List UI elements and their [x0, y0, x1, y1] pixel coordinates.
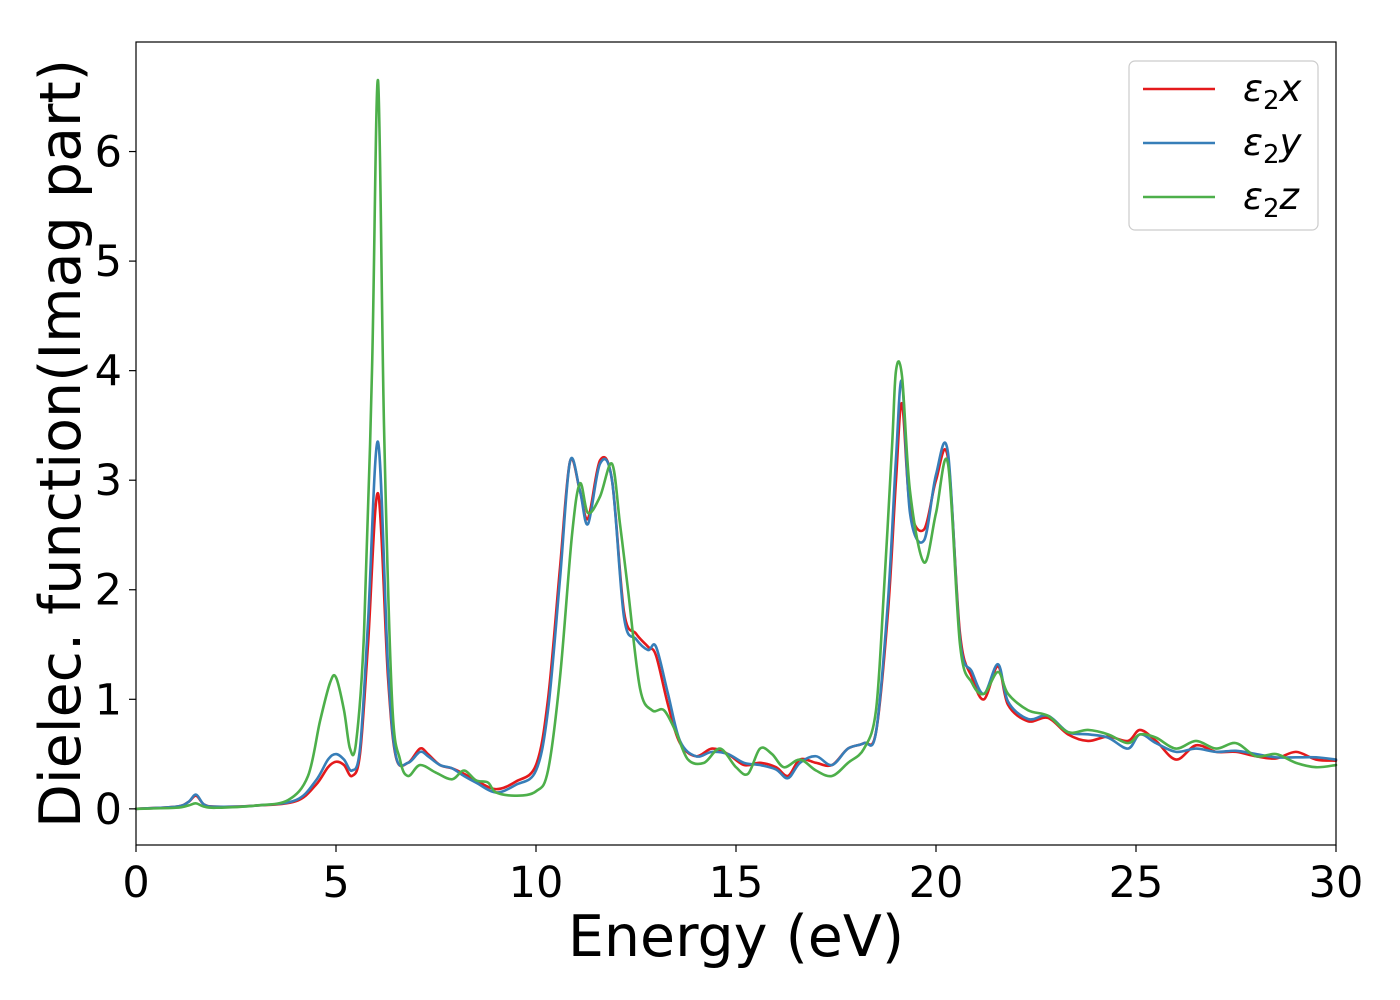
legend-label-y: ε2y	[1243, 121, 1303, 170]
x-tick-label: 0	[122, 858, 149, 908]
x-tick-label: 20	[909, 858, 964, 908]
y-tick-label: 3	[95, 456, 122, 506]
legend-label-z: ε2z	[1243, 175, 1301, 224]
x-tick-label: 25	[1109, 858, 1164, 908]
y-tick-label: 2	[95, 566, 122, 616]
y-tick-label: 1	[95, 675, 122, 725]
x-tick-label: 10	[509, 858, 564, 908]
y-axis-label: Dielec. function(Imag part)	[28, 59, 94, 828]
x-tick-label: 15	[709, 858, 764, 908]
legend-box	[1128, 60, 1319, 231]
y-ticks: 0 1 2 3 4 5 6	[95, 128, 136, 835]
series-layer	[134, 79, 1338, 811]
series-line-z	[134, 79, 1338, 811]
x-tick-label: 5	[322, 858, 349, 908]
y-tick-label: 0	[95, 785, 122, 835]
legend: ε2x ε2y ε2z	[1128, 60, 1319, 231]
y-tick-label: 6	[95, 128, 122, 178]
y-tick-label: 5	[95, 237, 122, 287]
y-tick-label: 4	[95, 347, 122, 397]
x-tick-label: 30	[1309, 858, 1364, 908]
x-ticks: 0 5 10 15 20 25 30	[122, 845, 1363, 908]
x-axis-label: Energy (eV)	[568, 904, 904, 970]
legend-label-x: ε2x	[1243, 67, 1303, 116]
